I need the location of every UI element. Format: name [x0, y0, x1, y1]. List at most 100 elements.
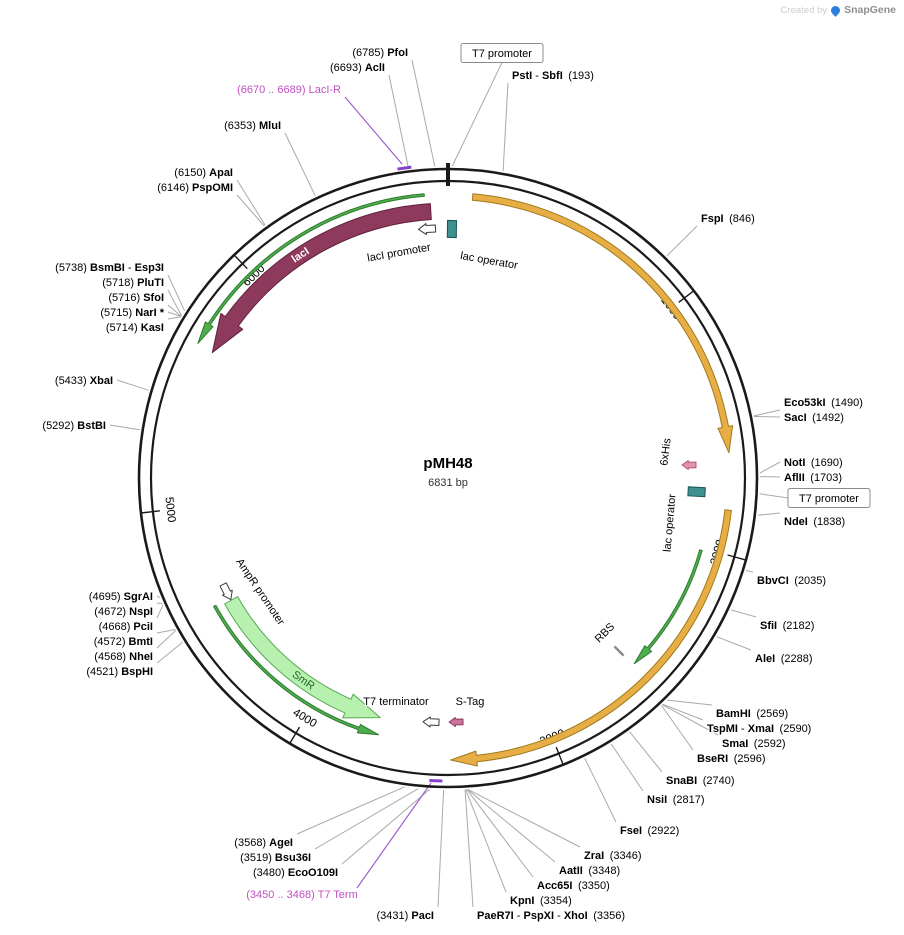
plasmid-name: pMH48 — [423, 455, 472, 472]
site-text-part: (3348) — [583, 865, 620, 877]
leader-Bsu36I — [314, 788, 419, 850]
site-text-part: Acc65I — [537, 880, 572, 892]
site-Eco53kI: Eco53kI (1490) — [784, 397, 863, 409]
leader-BbvCI — [745, 570, 754, 573]
site-BmtI: (4572) BmtI — [94, 636, 153, 648]
leader-ApaI — [236, 179, 266, 226]
site-text-part: EcoO109I — [288, 867, 338, 879]
site-labels: (6785) PfoI(6693) AclI(6353) MluI(6150) … — [41, 46, 864, 924]
site-text-part: (1703) — [805, 472, 842, 484]
site-text-part: (5716) — [108, 292, 143, 304]
site-text-part: - — [514, 910, 524, 922]
site-text-part: PfoI — [387, 47, 408, 59]
orf-frame-lacI — [197, 193, 425, 344]
AmpR-promoter-arrow — [219, 582, 233, 601]
leader-TspMI-XmaI — [662, 703, 704, 721]
site-text-part: (2035) — [789, 575, 826, 587]
site-text-part: (4668) — [99, 621, 134, 633]
site-text-part: SmaI — [722, 738, 748, 750]
site-text-part: PluTI — [137, 277, 164, 289]
boxed-label-text-0: T7 promoter — [472, 48, 532, 60]
boxed-label-text-1: T7 promoter — [799, 493, 859, 505]
site-FseI: FseI (2922) — [620, 825, 679, 837]
LacI-R-primer-mark — [397, 165, 412, 171]
site-Acc65I: Acc65I (3350) — [537, 880, 610, 892]
site-text-part: BspHI — [121, 666, 153, 678]
T7-terminator-arrow — [422, 716, 440, 728]
site-BstBI: (5292) BstBI — [42, 420, 106, 432]
leader-NotI — [759, 461, 781, 474]
boxed-labels: T7 promoter T7 promoter — [460, 43, 871, 508]
site-text-part: SfiI — [760, 620, 777, 632]
site-text-part: KpnI — [510, 895, 534, 907]
site-SfoI: (5716) SfoI — [108, 292, 164, 304]
site-text-part: (3519) — [240, 852, 275, 864]
expression-arc-1 — [471, 193, 734, 454]
site-text-part: BmtI — [129, 636, 153, 648]
site-text-part: (193) — [563, 70, 594, 82]
leader-XbaI — [116, 379, 149, 391]
site-text-part: PspXI — [523, 910, 554, 922]
site-text-part: - — [554, 910, 564, 922]
site-text-part: TspMI — [707, 723, 738, 735]
site-text-part: SacI — [784, 412, 807, 424]
site-SmaI: SmaI (2592) — [722, 738, 786, 750]
leader-MluI — [284, 132, 316, 196]
site-text-part: XmaI — [748, 723, 774, 735]
leader-KasI — [167, 316, 181, 320]
site-text-part: (4672) — [94, 606, 129, 618]
site-text-part: SnaBI — [666, 775, 697, 787]
site-text-part: MluI — [259, 120, 281, 132]
site-text-part: (3568) — [234, 837, 269, 849]
site-text-part: AatII — [559, 865, 583, 877]
site-text-part: Esp3I — [135, 262, 164, 274]
site-text-part: (2922) — [642, 825, 679, 837]
leader-PciI — [156, 604, 164, 619]
lac-operator-1-box — [446, 219, 458, 239]
site-text-part: BsmBI — [90, 262, 125, 274]
site-text-part: (3354) — [534, 895, 571, 907]
t7-terminator-label: T7 terminator — [363, 696, 429, 708]
site-text-part: FseI — [620, 825, 642, 837]
site-text-part: ApaI — [209, 167, 233, 179]
tick-5000 — [140, 510, 160, 514]
site-text-part: - — [738, 723, 748, 735]
leader-AatII — [467, 789, 556, 863]
s-tag-label: S-Tag — [456, 696, 485, 708]
site-TspMI-XmaI: TspMI - XmaI (2590) — [707, 723, 811, 735]
site-NspI: (4672) NspI — [94, 606, 153, 618]
leader-PfoI — [411, 59, 436, 167]
site-text-part: (4572) — [94, 636, 129, 648]
site-text-part: ZraI — [584, 850, 604, 862]
site-text-part: NotI — [784, 457, 805, 469]
orf-frame-SmR — [213, 604, 380, 736]
site-text-part: BamHI — [716, 708, 751, 720]
leader-lines — [109, 59, 789, 908]
site-text-part: (6150) — [174, 167, 209, 179]
leader-AgeI — [296, 786, 405, 835]
site-text-part: AgeI — [269, 837, 293, 849]
site-text-part: FspI — [701, 213, 724, 225]
site-text-part: * — [157, 307, 165, 319]
site-text-part: (1492) — [807, 412, 844, 424]
site-text-part: (3346) — [604, 850, 641, 862]
site-PluTI: (5718) PluTI — [102, 277, 164, 289]
snapgene-logo-icon — [829, 3, 842, 17]
lac-operator-2-label: lac operator — [661, 493, 678, 552]
site-MluI: (6353) MluI — [224, 120, 281, 132]
site-text-part: (6693) — [330, 62, 365, 74]
site-text-part: (1690) — [805, 457, 842, 469]
leader-Eco53kI — [753, 409, 781, 417]
site-text-part: (5718) — [102, 277, 137, 289]
site-NarI: (5715) NarI * — [100, 307, 164, 319]
leader-FseI — [584, 758, 617, 823]
site-PfoI: (6785) PfoI — [352, 47, 408, 59]
leader-PaeR7I-PspXI-XhoI — [464, 789, 474, 908]
lac-operator-1-label: lac operator — [459, 250, 519, 272]
site-text-part: BseRI — [697, 753, 728, 765]
site-text-part: PstI — [512, 70, 532, 82]
site-BseRI: BseRI (2596) — [697, 753, 765, 765]
site-ZraI: ZraI (3346) — [584, 850, 641, 862]
site-text-part: (5433) — [55, 375, 90, 387]
site-text-part: PspOMI — [192, 182, 233, 194]
